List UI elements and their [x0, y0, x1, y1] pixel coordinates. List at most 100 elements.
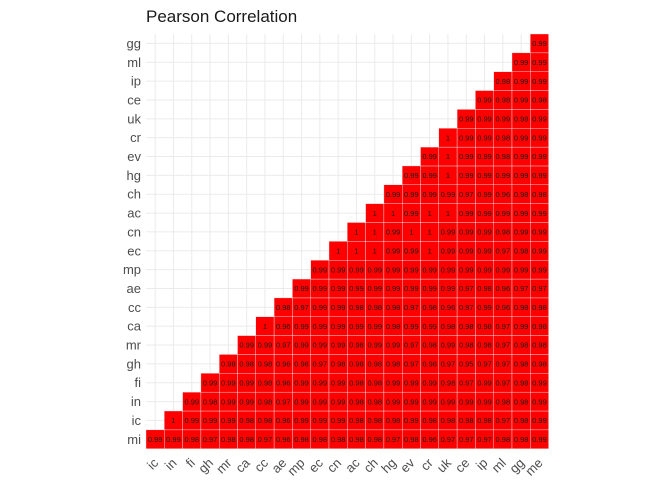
cell-value-label: 0.99 [532, 58, 547, 67]
cell-value-label: 0.98 [514, 397, 529, 406]
cell-value-label: 0.99 [514, 77, 529, 86]
cell-value-label: 0.99 [404, 190, 419, 199]
cell-value-label: 0.98 [514, 115, 529, 124]
y-tick-label: ic [132, 413, 142, 428]
cell-value-label: 0.99 [331, 265, 346, 274]
cell-value-label: 0.98 [184, 435, 199, 444]
cell-value-label: 0.99 [404, 322, 419, 331]
cell-value-label: 0.99 [294, 322, 309, 331]
cell-value-label: 0.98 [258, 378, 273, 387]
cell-value-label: 0.97 [441, 435, 456, 444]
cell-value-label: 0.98 [221, 360, 236, 369]
cell-value-label: 0.99 [367, 265, 382, 274]
cell-value-label: 0.98 [422, 416, 437, 425]
x-tick-label: me [522, 455, 545, 478]
cell-value-label: 0.99 [477, 190, 492, 199]
cell-value-label: 1 [409, 228, 413, 237]
cell-value-label: 0.98 [496, 96, 511, 105]
cell-value-label: 0.99 [532, 378, 547, 387]
x-tick-label: mr [213, 455, 235, 477]
heatmap-cells [145, 33, 549, 449]
cell-value-label: 0.99 [441, 341, 456, 350]
cell-value-label: 0.99 [313, 265, 328, 274]
cell-value-label: 0.99 [294, 341, 309, 350]
cell-value-label: 0.99 [239, 378, 254, 387]
cell-value-label: 0.96 [496, 303, 511, 312]
cell-value-label: 0.98 [386, 360, 401, 369]
cell-value-label: 0.97 [294, 303, 309, 312]
cell-value-label: 0.99 [532, 77, 547, 86]
cell-value-label: 0.97 [258, 435, 273, 444]
cell-value-label: 0.99 [221, 416, 236, 425]
cell-value-label: 0.98 [386, 322, 401, 331]
cell-value-label: 0.99 [532, 152, 547, 161]
y-tick-label: ml [127, 55, 141, 70]
cell-value-label: 0.96 [496, 190, 511, 199]
cell-value-label: 0.96 [276, 322, 291, 331]
cell-value-label: 0.97 [496, 378, 511, 387]
cell-value-label: 0.98 [532, 341, 547, 350]
y-tick-label: mp [123, 262, 141, 277]
cell-value-label: 1 [446, 171, 450, 180]
cell-value-label: 0.98 [514, 190, 529, 199]
cell-value-label: 0.99 [459, 246, 474, 255]
cell-value-label: 0.98 [496, 152, 511, 161]
cell-value-label: 0.98 [367, 360, 382, 369]
y-tick-label: cc [128, 300, 142, 315]
x-tick-label: ip [473, 455, 491, 473]
x-tick-label: hg [378, 455, 399, 476]
y-tick-label: ae [127, 281, 141, 296]
cell-value-label: 0.98 [496, 435, 511, 444]
cell-value-label: 0.97 [532, 284, 547, 293]
cell-value-label: 0.99 [477, 133, 492, 142]
cell-value-label: 0.99 [294, 284, 309, 293]
cell-value-label: 1 [428, 209, 432, 218]
cell-value-label: 0.95 [459, 360, 474, 369]
cell-value-label: 0.98 [459, 322, 474, 331]
cell-value-label: 1 [354, 228, 358, 237]
cell-value-label: 0.98 [514, 360, 529, 369]
cell-value-label: 0.99 [239, 341, 254, 350]
cell-value-label: 0.99 [349, 284, 364, 293]
cell-value-label: 1 [373, 246, 377, 255]
cell-value-label: 0.99 [258, 341, 273, 350]
cell-value-label: 0.98 [294, 435, 309, 444]
cell-value-label: 1 [428, 246, 432, 255]
cell-value-label: 0.98 [532, 322, 547, 331]
cell-value-label: 0.98 [367, 435, 382, 444]
cell-value-label: 0.99 [203, 416, 218, 425]
cell-value-label: 0.98 [349, 360, 364, 369]
cell-value-label: 0.98 [514, 378, 529, 387]
cell-value-label: 1 [428, 228, 432, 237]
cell-value-label: 1 [336, 246, 340, 255]
cell-value-label: 0.99 [313, 341, 328, 350]
cell-value-label: 0.98 [496, 133, 511, 142]
y-tick-label: cn [127, 224, 141, 239]
cell-value-label: 0.99 [459, 152, 474, 161]
cell-value-label: 0.99 [459, 397, 474, 406]
y-tick-label: mi [127, 432, 141, 447]
cell-value-label: 0.97 [477, 360, 492, 369]
cell-value-label: 0.99 [422, 152, 437, 161]
cell-value-label: 0.99 [441, 228, 456, 237]
cell-value-label: 0.98 [203, 397, 218, 406]
cell-value-label: 0.99 [404, 209, 419, 218]
cell-value-label: 0.99 [404, 378, 419, 387]
cell-value-label: 0.98 [459, 341, 474, 350]
cell-value-label: 0.98 [294, 360, 309, 369]
cell-value-label: 0.99 [532, 39, 547, 48]
cell-value-label: 0.99 [404, 397, 419, 406]
cell-value-label: 0.99 [532, 397, 547, 406]
cell-value-label: 0.99 [404, 284, 419, 293]
cell-value-label: 0.99 [459, 133, 474, 142]
cell-value-label: 0.98 [496, 228, 511, 237]
cell-value-label: 0.99 [477, 209, 492, 218]
cell-value-label: 0.99 [477, 303, 492, 312]
y-tick-label: gh [127, 356, 141, 371]
cell-value-label: 0.99 [422, 190, 437, 199]
cell-value-label: 0.96 [276, 435, 291, 444]
cell-value-label: 0.99 [331, 397, 346, 406]
cell-value-label: 0.96 [276, 360, 291, 369]
